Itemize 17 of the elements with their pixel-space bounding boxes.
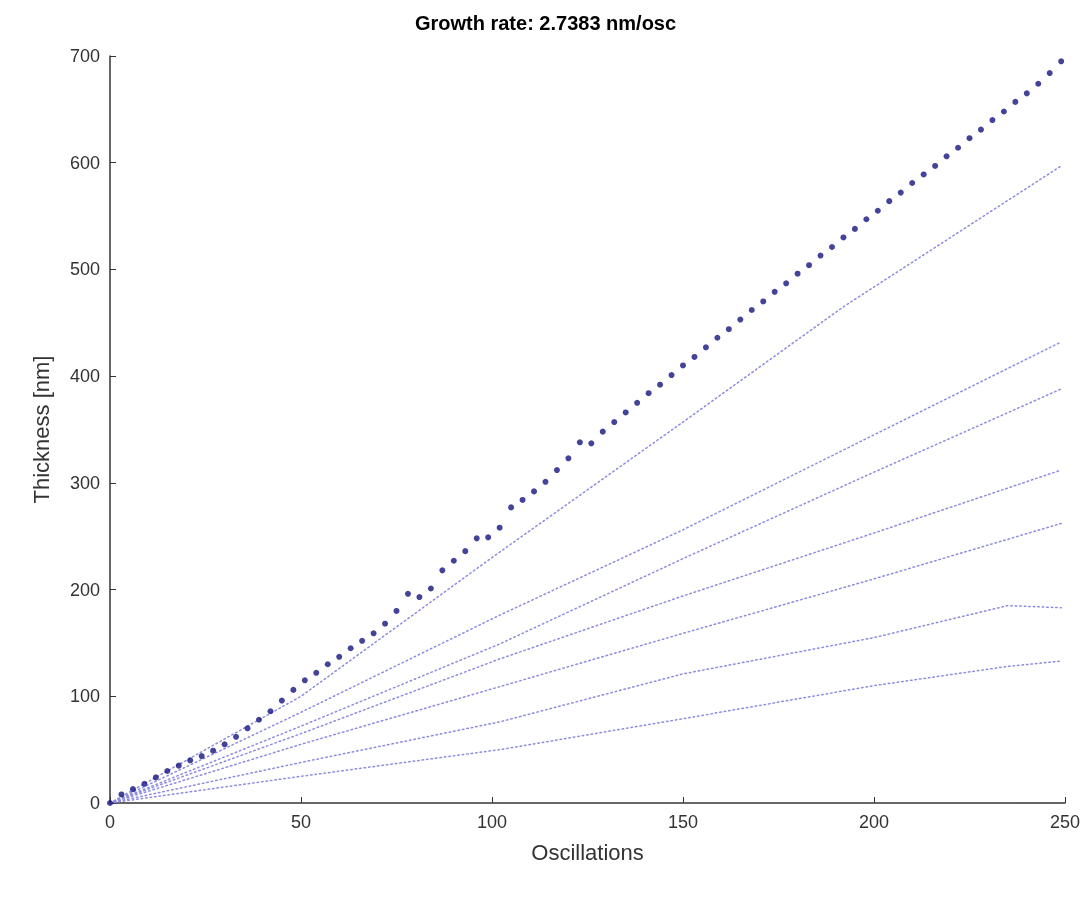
x-tick-label: 200 — [858, 812, 890, 832]
y-tick-label: 400 — [69, 366, 100, 387]
y-tick-label: 200 — [69, 579, 100, 600]
y-tick-label: 500 — [69, 259, 100, 280]
y-tick-label: 700 — [69, 46, 100, 66]
x-tick-label: 50 — [290, 812, 312, 832]
x-tick-label: 100 — [476, 812, 508, 832]
x-tick-label: 150 — [667, 812, 699, 832]
y-axis-title: Thickness [nm] — [28, 355, 54, 504]
y-tick-label: 100 — [69, 686, 100, 707]
x-tick-label: 0 — [104, 812, 116, 832]
y-tick-label: 600 — [69, 152, 100, 173]
x-axis-title: Oscillations — [531, 839, 644, 865]
x-tick-label: 250 — [1049, 812, 1081, 832]
chart-title: Growth rate: 2.7383 nm/osc — [414, 12, 677, 34]
y-tick-label: 300 — [69, 472, 100, 493]
y-tick-label: 0 — [89, 793, 100, 813]
